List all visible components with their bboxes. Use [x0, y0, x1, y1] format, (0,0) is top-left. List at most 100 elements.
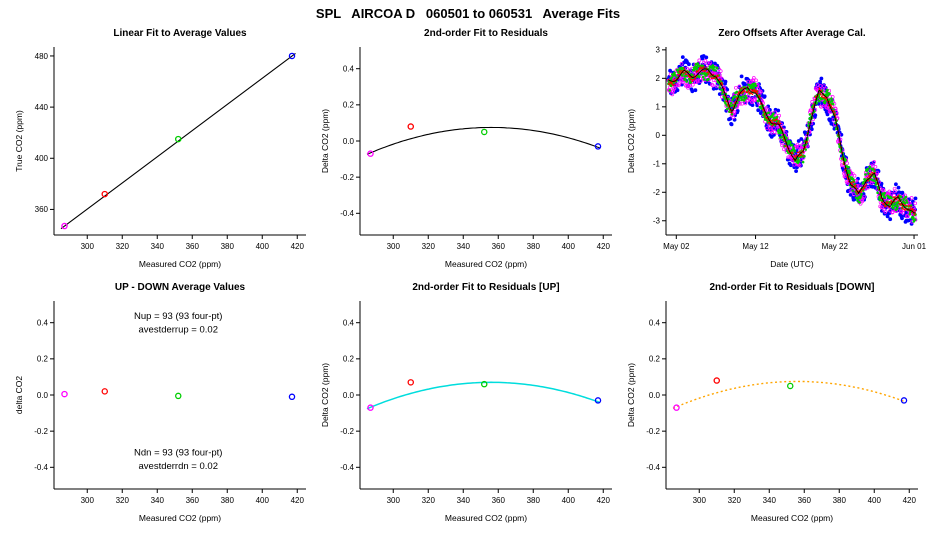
series-point	[796, 139, 801, 143]
series-point	[830, 104, 832, 106]
series-point	[678, 70, 681, 73]
series-point	[701, 64, 705, 68]
x-tick-label: 380	[527, 242, 541, 251]
x-tick-label: 360	[798, 496, 812, 505]
x-tick-label: 340	[457, 242, 471, 251]
series-point	[902, 207, 904, 210]
series-point	[679, 61, 684, 66]
series-point	[852, 173, 857, 178]
series-point	[904, 209, 907, 211]
series-point	[778, 122, 780, 125]
series-point	[822, 83, 826, 88]
x-tick-label: 380	[221, 242, 235, 251]
series-point	[815, 102, 818, 105]
series-point	[868, 165, 871, 169]
series-point	[860, 192, 863, 196]
series-point	[677, 81, 682, 86]
y-tick-label: 0	[656, 131, 661, 140]
series-point	[887, 189, 892, 194]
plot-up-down-averages: UP - DOWN Average Values 300 320 340 360 380 4…	[9, 277, 315, 531]
x-tick-label: 420	[291, 242, 305, 251]
series-point	[746, 95, 751, 99]
plot-up-down-averages-canvas: UP - DOWN Average Values 300 320 340 360 380 4…	[14, 282, 306, 523]
series-point	[900, 190, 905, 195]
series-point	[883, 210, 888, 214]
series-point	[718, 86, 722, 89]
series-point	[831, 107, 834, 109]
series-point	[894, 182, 898, 187]
series-point	[668, 68, 672, 73]
series-point	[729, 111, 732, 114]
series-point	[851, 184, 854, 186]
data-point	[101, 190, 109, 198]
y-tick-label: 0.4	[343, 64, 355, 73]
series-point	[685, 66, 689, 71]
x-tick-label: 420	[903, 496, 917, 505]
series-point	[820, 94, 822, 96]
series-point	[715, 66, 719, 70]
x-tick-label: 300	[387, 496, 401, 505]
series-point	[674, 83, 676, 86]
x-tick-label: 340	[763, 496, 777, 505]
x-axis-label: Measured CO2 (ppm)	[751, 513, 833, 523]
series-point	[783, 131, 788, 136]
series-point	[703, 66, 706, 68]
series-point	[869, 163, 873, 168]
series-point	[756, 93, 759, 95]
series-point	[673, 71, 676, 74]
y-tick-label: -0.2	[646, 427, 660, 436]
series-point	[714, 69, 717, 72]
data-point	[288, 52, 296, 60]
series-point	[905, 204, 908, 207]
y-tick-label: -3	[653, 217, 661, 226]
series-point	[828, 94, 832, 99]
series-point	[839, 132, 844, 137]
series-point	[911, 199, 915, 204]
data-point	[900, 397, 908, 404]
series-point	[687, 62, 691, 67]
series-point	[911, 207, 914, 210]
series-point	[830, 105, 833, 108]
series-point	[756, 108, 761, 113]
x-tick-label: 300	[693, 496, 707, 505]
series-point	[698, 75, 701, 79]
series-point	[747, 96, 751, 101]
series-point	[908, 213, 912, 216]
y-tick-label: 3	[656, 46, 661, 55]
series-point	[777, 121, 779, 124]
series-point	[848, 169, 851, 172]
series-point	[873, 169, 876, 173]
x-tick-label: 400	[256, 496, 270, 505]
series-point	[898, 199, 900, 202]
series-point	[866, 167, 870, 171]
series-point	[827, 109, 832, 114]
y-axis-label: Delta CO2 (ppm)	[320, 109, 330, 173]
plot-residuals-down-canvas: 2nd-order Fit to Residuals [DOWN] 300 320 3…	[626, 282, 918, 523]
x-tick-label: 320	[422, 242, 436, 251]
y-tick-label: -1	[653, 160, 661, 169]
series-point	[727, 97, 730, 101]
series-point	[779, 122, 782, 125]
series-point	[668, 89, 671, 92]
series-point	[681, 74, 684, 77]
series-point	[731, 104, 735, 107]
series-point	[810, 100, 815, 104]
series-point	[740, 98, 744, 101]
y-tick-label: -0.4	[646, 463, 660, 472]
series-point	[673, 79, 676, 81]
series-point	[775, 115, 779, 119]
series-point	[892, 206, 895, 210]
series-point	[731, 115, 736, 120]
series-point	[793, 149, 797, 153]
series-point	[912, 216, 915, 219]
series-point	[743, 90, 745, 92]
series-point	[693, 78, 695, 81]
series-point	[668, 83, 670, 86]
series-point	[776, 129, 780, 132]
series-point	[682, 71, 685, 74]
data-point	[174, 135, 182, 143]
series-point	[819, 76, 824, 81]
series-point	[866, 176, 869, 179]
series-point	[891, 204, 895, 207]
series-point	[700, 67, 703, 70]
